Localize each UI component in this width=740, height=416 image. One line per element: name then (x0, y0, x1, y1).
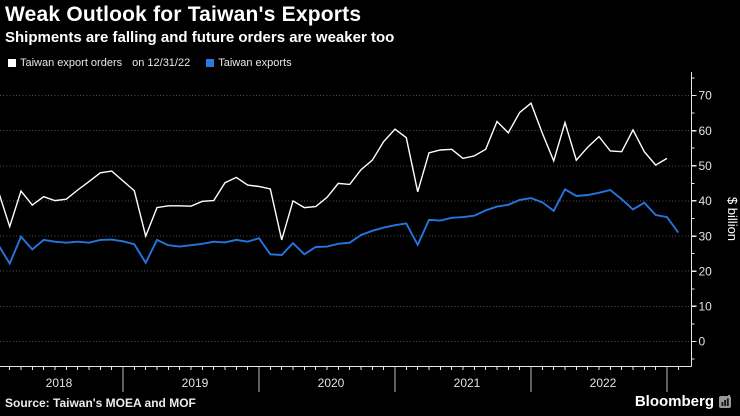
chart-subtitle: Shipments are falling and future orders … (5, 29, 395, 46)
y-tick-label: 50 (699, 159, 713, 173)
legend: Taiwan export orders on 12/31/22 Taiwan … (8, 57, 292, 69)
legend-swatch-export-orders-icon (8, 59, 16, 67)
year-label: 2019 (182, 376, 209, 390)
y-tick-label: 0 (699, 335, 706, 349)
y-tick-label: 30 (699, 229, 713, 243)
y-tick-label: 60 (699, 124, 713, 138)
legend-as-of-note: on 12/31/22 (132, 57, 191, 69)
legend-swatch-exports-icon (206, 59, 215, 67)
year-label: 2022 (590, 376, 617, 390)
bloomberg-terminal-icon (719, 395, 731, 408)
legend-label-exports: Taiwan exports (218, 57, 292, 69)
series-line-exports (0, 187, 680, 266)
y-tick-label: 20 (699, 264, 713, 278)
y-axis-unit-label: $ billion (725, 197, 740, 241)
y-tick-label: 10 (699, 300, 713, 314)
y-tick-label: 40 (699, 194, 713, 208)
bloomberg-wordmark: Bloomberg (634, 393, 714, 410)
year-label: 2020 (318, 376, 345, 390)
y-tick-label: 70 (699, 89, 713, 103)
year-label: 2021 (454, 376, 481, 390)
legend-item-exports: Taiwan exports (206, 57, 292, 69)
bloomberg-logo: Bloomberg (635, 393, 732, 410)
chart-title: Weak Outlook for Taiwan's Exports (5, 3, 362, 26)
legend-label-export-orders: Taiwan export orders (20, 57, 123, 69)
year-label: 2018 (46, 376, 73, 390)
series-line-export-orders (0, 102, 668, 241)
source-note: Source: Taiwan's MOEA and MOF (5, 396, 196, 410)
legend-item-export-orders: Taiwan export orders (8, 57, 122, 69)
